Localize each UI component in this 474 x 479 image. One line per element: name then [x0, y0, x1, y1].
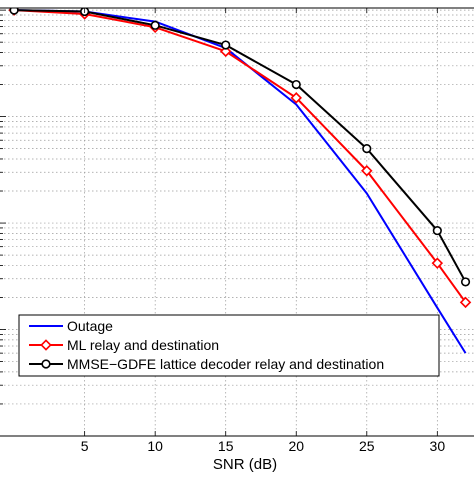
- x-tick-label: 25: [359, 438, 375, 454]
- legend-label: MMSE−GDFE lattice decoder relay and dest…: [67, 356, 384, 372]
- x-tick-label: 5: [81, 438, 89, 454]
- data-point: [290, 92, 302, 104]
- x-tick-label: 15: [218, 438, 234, 454]
- data-point: [432, 225, 442, 236]
- axes: 5 10 15 20 25 30: [0, 7, 474, 454]
- legend-label: Outage: [67, 318, 113, 334]
- data-point: [362, 144, 372, 154]
- data-point: [221, 40, 231, 50]
- data-point: [361, 165, 373, 177]
- legend-marker: [40, 339, 52, 351]
- legend-marker: [41, 359, 51, 369]
- data-point: [291, 79, 301, 90]
- x-axis-label: SNR (dB): [213, 456, 277, 473]
- x-tick-label: 20: [288, 438, 304, 454]
- data-point: [9, 8, 19, 15]
- data-point: [219, 45, 232, 58]
- data-point: [460, 277, 471, 287]
- legend: Outage ML relay and destination MMSE−GDFE …: [18, 314, 440, 377]
- data-point: [150, 20, 160, 30]
- legend-label: ML relay and destination: [67, 337, 219, 353]
- legend-box: [18, 314, 440, 377]
- x-tick-label: 10: [147, 438, 163, 454]
- series-layer: [8, 8, 472, 354]
- data-point: [459, 296, 472, 309]
- x-tick-label: 30: [430, 438, 446, 454]
- series-line-3: [14, 9, 467, 283]
- series-line-2: [14, 9, 467, 303]
- data-point: [431, 257, 444, 269]
